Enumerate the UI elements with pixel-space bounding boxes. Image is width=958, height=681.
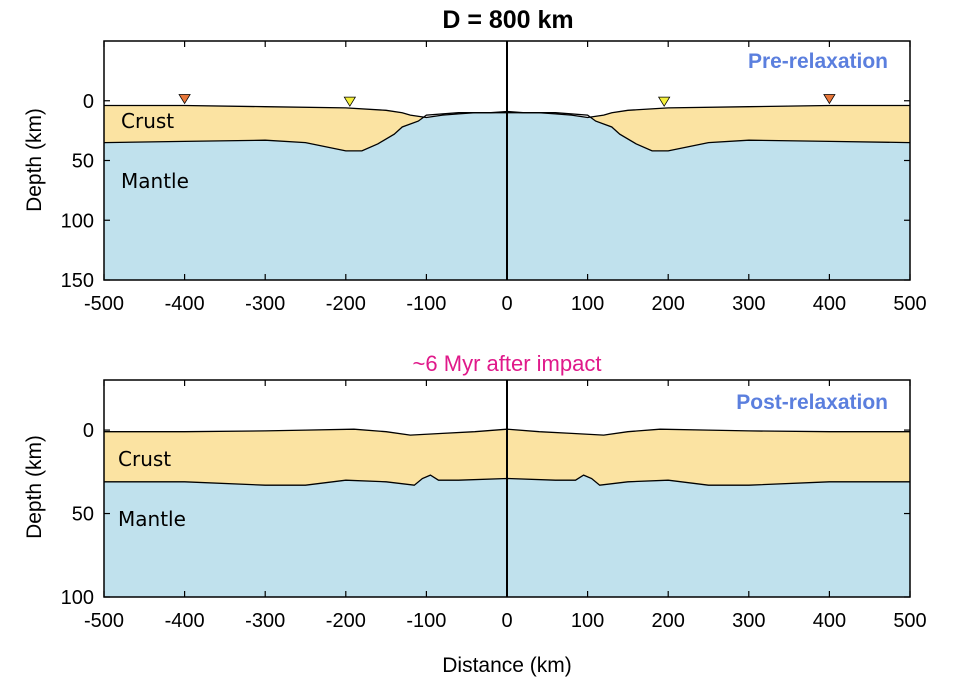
panel-tag-post-relaxation: Post-relaxation — [736, 391, 888, 414]
y-axis-title: Depth (km) — [23, 435, 46, 539]
panel-tag-pre-relaxation: Pre-relaxation — [748, 50, 888, 73]
y-axis-ticks: 0 50 100 — [61, 420, 910, 609]
x-tick-label: 0 — [501, 610, 512, 632]
x-tick-label: -300 — [245, 610, 285, 632]
x-tick-label: 100 — [571, 610, 604, 632]
station-marker — [657, 96, 671, 107]
y-tick-label: 0 — [83, 420, 94, 442]
panel-pre-relaxation: -500 -400 -300 -200 -100 0 100 200 300 400 500 0 50 1… — [23, 40, 927, 315]
x-tick-label: 400 — [813, 610, 846, 632]
x-axis-title: Distance (km) — [442, 654, 572, 677]
mantle-label: Mantle — [118, 507, 186, 531]
x-tick-label: -300 — [245, 293, 285, 315]
x-tick-label: -200 — [326, 293, 366, 315]
x-tick-label: 300 — [732, 610, 765, 632]
x-tick-label: -400 — [165, 610, 205, 632]
y-tick-label: 100 — [61, 587, 94, 609]
y-tick-label: 100 — [61, 210, 94, 232]
x-tick-label: -100 — [406, 293, 446, 315]
station-marker — [178, 94, 191, 105]
x-tick-label: 400 — [813, 293, 846, 315]
x-tick-label: 500 — [893, 293, 926, 315]
station-markers — [178, 94, 836, 107]
crust-label: Crust — [121, 109, 174, 133]
x-tick-label: -500 — [84, 610, 124, 632]
x-tick-label: -100 — [406, 610, 446, 632]
x-tick-label: -500 — [84, 293, 124, 315]
crust-label: Crust — [118, 447, 171, 471]
x-tick-label: 300 — [732, 293, 765, 315]
x-tick-label: -400 — [165, 293, 205, 315]
subtitle: ~6 Myr after impact — [413, 351, 602, 376]
x-axis-ticks: -500 -400 -300 -200 -100 0 100 200 300 400 500 — [84, 41, 927, 315]
x-tick-label: 200 — [652, 293, 685, 315]
crust-layer — [104, 105, 910, 151]
x-tick-label: 500 — [893, 610, 926, 632]
panel-post-relaxation: -500 -400 -300 -200 -100 0 100 200 300 400 500 0 50 1… — [23, 379, 927, 677]
x-tick-label: 200 — [652, 610, 685, 632]
y-axis-ticks: 0 50 100 150 — [61, 91, 910, 292]
main-title: D = 800 km — [442, 6, 573, 34]
y-tick-label: 0 — [83, 91, 94, 113]
station-marker — [343, 96, 357, 107]
mantle-label: Mantle — [121, 169, 189, 193]
y-tick-label: 50 — [72, 151, 94, 173]
x-tick-label: 0 — [501, 293, 512, 315]
x-tick-label: -200 — [326, 610, 366, 632]
x-tick-label: 100 — [571, 293, 604, 315]
station-marker — [823, 94, 836, 105]
x-axis-ticks: -500 -400 -300 -200 -100 0 100 200 300 400 500 — [84, 380, 927, 632]
y-tick-label: 50 — [72, 504, 94, 526]
y-tick-label: 150 — [61, 270, 94, 292]
y-axis-title: Depth (km) — [23, 108, 46, 212]
